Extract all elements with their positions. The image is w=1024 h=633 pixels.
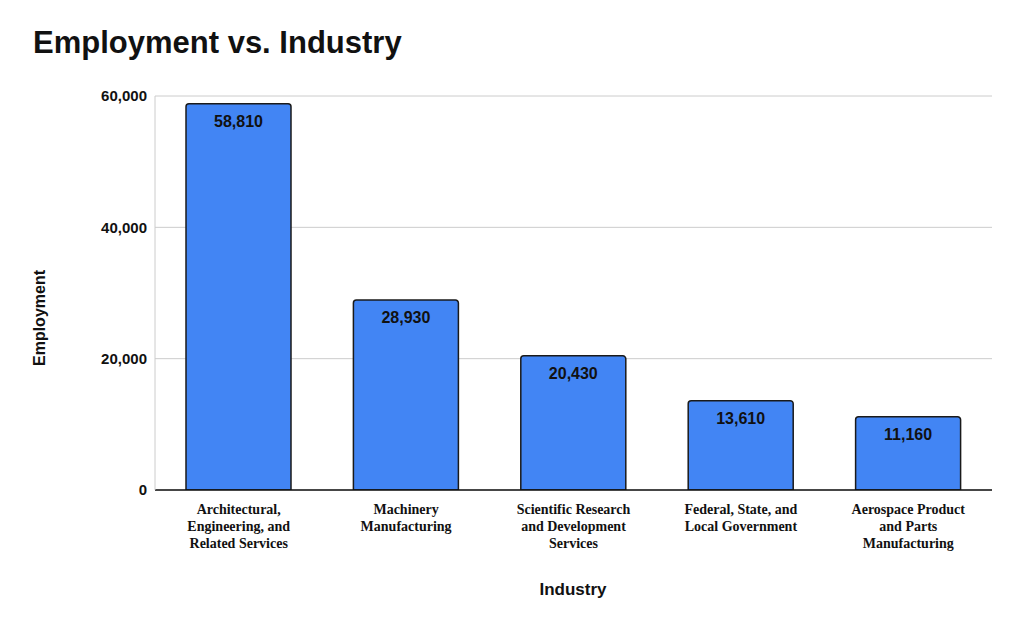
svg-text:MachineryManufacturing: MachineryManufacturing: [361, 502, 452, 534]
svg-text:60,000: 60,000: [101, 87, 147, 104]
html-text:Industry: Industry: [539, 580, 607, 599]
html-text:Employment: Employment: [31, 270, 48, 366]
svg-text:11,160: 11,160: [884, 426, 932, 443]
svg-text:Federal, State, andLocal Gover: Federal, State, andLocal Government: [685, 502, 798, 534]
svg-text:58,810: 58,810: [214, 113, 263, 130]
svg-text:20,430: 20,430: [549, 365, 598, 382]
svg-text:13,610: 13,610: [716, 410, 765, 427]
svg-text:Architectural,Engineering, and: Architectural,Engineering, andRelated Se…: [187, 502, 290, 551]
svg-text:Aerospace Productand PartsManu: Aerospace Productand PartsManufacturing: [852, 502, 966, 551]
svg-text:40,000: 40,000: [101, 219, 147, 236]
svg-text:0: 0: [139, 481, 147, 498]
svg-text:Scientific Researchand Develop: Scientific Researchand DevelopmentServic…: [517, 502, 631, 551]
svg-text:28,930: 28,930: [381, 309, 430, 326]
svg-text:20,000: 20,000: [101, 350, 147, 367]
html-text:Employment vs. Industry: Employment vs. Industry: [33, 25, 402, 60]
